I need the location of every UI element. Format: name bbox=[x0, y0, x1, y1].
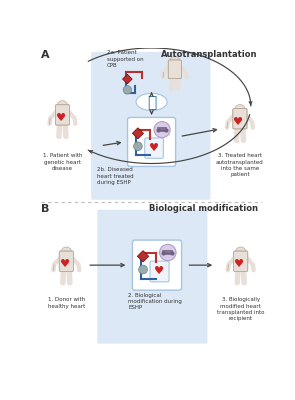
FancyBboxPatch shape bbox=[91, 52, 210, 200]
FancyBboxPatch shape bbox=[168, 60, 181, 79]
Circle shape bbox=[123, 86, 132, 94]
Text: Autotransplantation: Autotransplantation bbox=[161, 50, 258, 59]
Text: 2b. Diseased
heart treated
during ESHP: 2b. Diseased heart treated during ESHP bbox=[97, 167, 134, 185]
FancyBboxPatch shape bbox=[97, 210, 207, 344]
Text: ♥: ♥ bbox=[149, 143, 159, 153]
Polygon shape bbox=[122, 74, 132, 84]
FancyBboxPatch shape bbox=[127, 118, 176, 166]
Text: ♥: ♥ bbox=[60, 259, 70, 269]
Text: 3. Biologically
modified heart
transplanted into
recipient: 3. Biologically modified heart transplan… bbox=[217, 298, 264, 321]
Text: Biological modification: Biological modification bbox=[149, 204, 258, 213]
Circle shape bbox=[235, 247, 246, 258]
FancyBboxPatch shape bbox=[234, 251, 248, 271]
Circle shape bbox=[160, 244, 176, 261]
Text: 2a. Patient
supported on
CPB: 2a. Patient supported on CPB bbox=[106, 50, 143, 68]
Text: A: A bbox=[41, 50, 49, 60]
Text: ⧗: ⧗ bbox=[147, 94, 156, 110]
FancyBboxPatch shape bbox=[59, 251, 73, 271]
Text: B: B bbox=[41, 204, 49, 214]
Text: 2. Biological
modification during
ESHP: 2. Biological modification during ESHP bbox=[128, 293, 182, 310]
FancyBboxPatch shape bbox=[145, 138, 163, 158]
FancyBboxPatch shape bbox=[150, 261, 169, 282]
FancyBboxPatch shape bbox=[233, 108, 247, 129]
FancyBboxPatch shape bbox=[55, 105, 70, 125]
Circle shape bbox=[134, 142, 142, 150]
Text: ♥: ♥ bbox=[233, 116, 244, 126]
Circle shape bbox=[57, 101, 68, 111]
Text: 3. Treated heart
autotransplanted
into the same
patient: 3. Treated heart autotransplanted into t… bbox=[216, 154, 264, 177]
Polygon shape bbox=[132, 128, 143, 139]
Circle shape bbox=[235, 104, 245, 115]
Text: ♥: ♥ bbox=[234, 259, 244, 269]
Circle shape bbox=[170, 56, 180, 66]
Text: ♥: ♥ bbox=[56, 113, 66, 123]
Polygon shape bbox=[137, 251, 149, 262]
Circle shape bbox=[139, 265, 148, 274]
Circle shape bbox=[61, 247, 72, 258]
Ellipse shape bbox=[136, 93, 167, 110]
Text: ♥: ♥ bbox=[154, 266, 165, 276]
Text: 1. Patient with
genetic heart
disease: 1. Patient with genetic heart disease bbox=[43, 154, 82, 171]
FancyBboxPatch shape bbox=[132, 240, 181, 290]
Text: 1. Donor with
healthy heart: 1. Donor with healthy heart bbox=[48, 298, 85, 309]
Circle shape bbox=[154, 122, 170, 138]
